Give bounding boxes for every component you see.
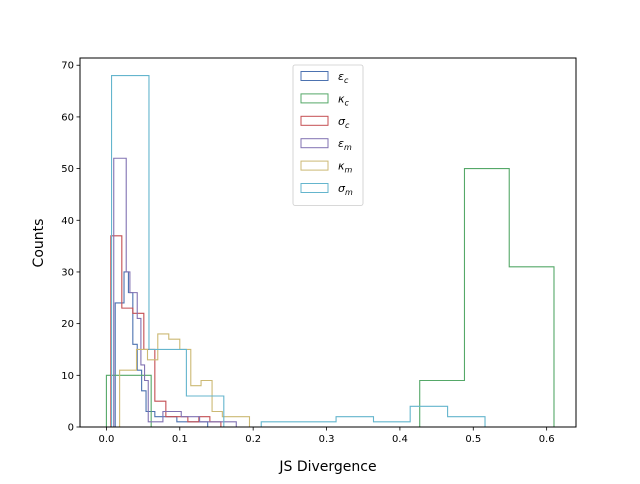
x-axis-label: JS Divergence [278, 459, 376, 475]
histogram-series-σ-m [111, 75, 486, 428]
plot-frame [79, 57, 577, 428]
y-axis-label: Counts [31, 219, 47, 268]
legend-swatch [300, 71, 329, 81]
x-tick-label: 0.5 [465, 434, 481, 445]
x-tick-label: 0.2 [245, 434, 261, 445]
y-tick-label: 60 [61, 112, 74, 123]
legend-entry-label: σc [338, 115, 350, 130]
legend-entry-label: σm [338, 182, 353, 197]
legend-swatch [300, 115, 329, 126]
legend-swatch [300, 160, 329, 171]
x-tick-label: 0.6 [539, 434, 555, 445]
x-tick-label: 0.1 [172, 434, 188, 445]
x-ticks: 0.0 0.1 0.2 0.3 0.4 0.5 0.6 [98, 427, 555, 445]
y-ticks: 0 10 20 30 40 50 60 70 [61, 61, 80, 434]
legend: εc κc σc εm κm σm [292, 64, 364, 206]
x-tick-label: 0.4 [392, 434, 408, 445]
legend-entry-label: εm [338, 137, 352, 152]
legend-swatch [300, 93, 329, 104]
legend-swatch [300, 183, 329, 193]
y-tick-label: 70 [61, 61, 74, 72]
legend-swatch [300, 138, 329, 149]
legend-entry-label: εc [338, 70, 349, 85]
legend-entry-label: κc [338, 92, 349, 107]
y-tick-label: 30 [61, 267, 74, 278]
histogram-series-κ-m [119, 333, 251, 427]
x-tick-label: 0.3 [319, 434, 335, 445]
histogram-series-σ-c [110, 235, 232, 428]
y-tick-label: 50 [61, 164, 74, 175]
histogram-series-ε-m [113, 157, 240, 428]
y-tick-label: 0 [68, 423, 74, 434]
legend-entry-label: κm [338, 160, 352, 175]
y-tick-label: 40 [61, 216, 74, 227]
y-tick-label: 20 [61, 319, 74, 330]
x-tick-label: 0.0 [98, 434, 114, 445]
y-tick-label: 10 [61, 371, 74, 382]
